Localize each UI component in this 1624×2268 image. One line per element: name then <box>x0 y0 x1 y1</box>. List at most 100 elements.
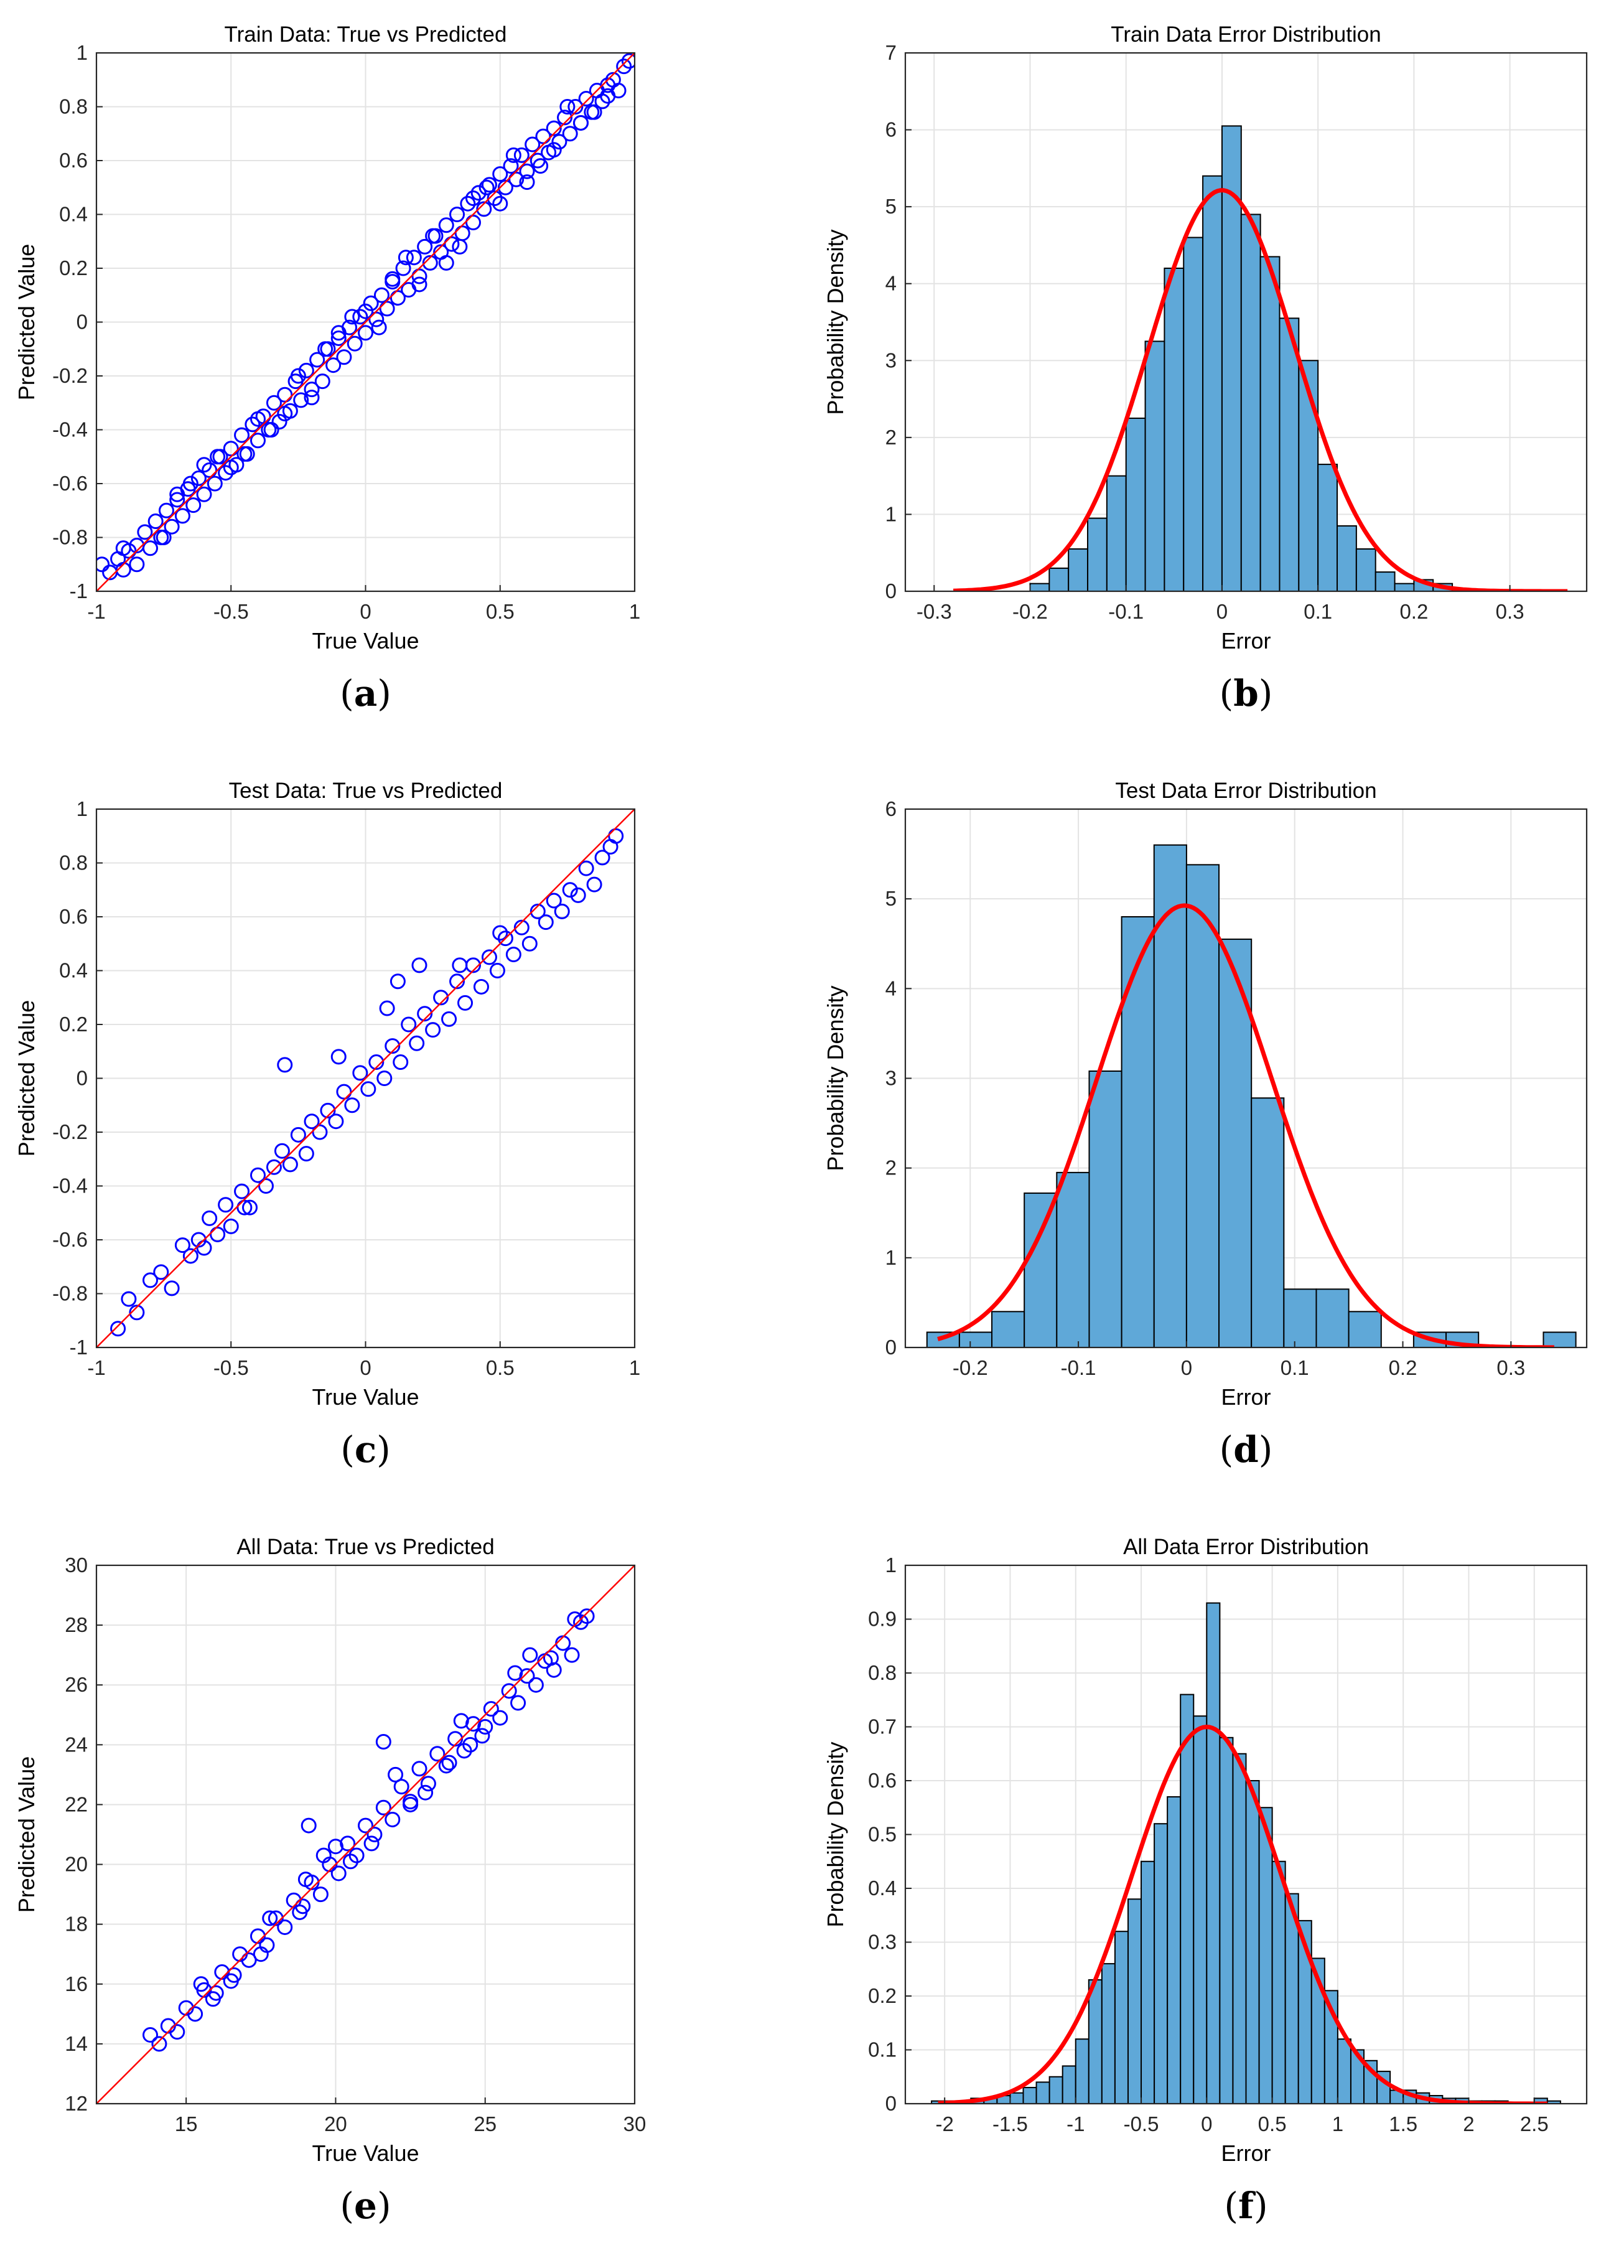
scatter-point <box>562 126 578 142</box>
scatter-point <box>570 887 586 903</box>
y-tick-label: 28 <box>65 1613 88 1636</box>
scatter-point <box>207 476 223 492</box>
scatter-point <box>478 179 495 195</box>
y-tick-label: 1 <box>885 1246 897 1269</box>
y-tick-label: 26 <box>65 1673 88 1696</box>
histogram-bar <box>1394 583 1415 591</box>
histogram-bar <box>1259 256 1281 591</box>
x-tick-label: 0.2 <box>1389 1356 1417 1379</box>
chart-c: -1 -0.5 0 0.5 1 -1 -0.8 -0.6 -0.4 -0.2 0 0.2 0.4 0.6 0… <box>14 779 640 1410</box>
x-tick-label: -0.5 <box>213 1356 249 1379</box>
scatter-point <box>418 1784 434 1801</box>
scatter-point <box>314 373 330 390</box>
y-tick-label: -0.4 <box>52 418 88 441</box>
plot-marks <box>96 1565 635 2104</box>
scatter-point <box>444 236 460 252</box>
scatter-point <box>393 1054 409 1071</box>
y-tick-label: 0.2 <box>59 256 88 279</box>
scatter-point <box>169 492 185 508</box>
scatter-point <box>554 903 570 919</box>
histogram-bar <box>1125 417 1146 591</box>
scatter-point <box>129 556 145 573</box>
histogram-bar <box>1283 1288 1317 1347</box>
x-tick-label: 0.3 <box>1496 600 1524 623</box>
histogram-bar <box>1009 2092 1024 2104</box>
x-tick-label: -1.5 <box>992 2112 1028 2135</box>
scatter-point <box>375 1799 391 1816</box>
y-tick-label: -1 <box>70 579 88 602</box>
y-tick-label: 12 <box>65 2092 88 2115</box>
x-tick-label: -1 <box>87 600 105 623</box>
x-tick-label: 0 <box>1216 600 1228 623</box>
x-tick-label: 1 <box>1332 2112 1343 2135</box>
scatter-point <box>234 427 250 443</box>
scatter-point <box>420 1776 436 1792</box>
scatter-point <box>594 850 610 866</box>
y-tick-label: 2 <box>885 426 897 449</box>
scatter-point <box>142 2027 158 2043</box>
histogram-bar <box>1048 2076 1063 2104</box>
panel-e: 15 20 25 30 12 14 16 18 20 22 24 26 28 30 All Data: Tr… <box>0 1512 812 2227</box>
x-tick-label: -1 <box>87 1356 105 1379</box>
histogram-bar <box>1232 1753 1247 2104</box>
scatter-point <box>453 1713 469 1729</box>
scatter-point <box>393 1779 409 1795</box>
y-tick-label: 0.6 <box>59 905 88 928</box>
y-tick-label: -0.2 <box>52 1120 88 1143</box>
scatter-point <box>312 1886 329 1903</box>
panel-caption: (c) <box>340 1428 391 1471</box>
scatter-point <box>543 1650 559 1666</box>
x-tick-label: 0.1 <box>1281 1356 1309 1379</box>
y-tick-label: 7 <box>885 41 897 64</box>
panel-f: -2 -1.5 -1 -0.5 0 0.5 1 1.5 2 2.5 0 0.1 0.2 0.3 0.4 0.5… <box>812 1512 1624 2227</box>
scatter-point <box>578 91 594 107</box>
scatter-point <box>465 190 481 207</box>
y-tick-label: 3 <box>885 349 897 372</box>
scatter-point <box>274 1143 290 1159</box>
scatter-point <box>169 486 185 502</box>
histogram-bar <box>1101 1963 1116 2104</box>
y-tick-label: 1 <box>77 797 88 820</box>
scatter-point <box>411 268 427 284</box>
scatter-point <box>594 93 610 110</box>
chart-title: Test Data Error Distribution <box>1115 779 1376 803</box>
y-tick-label: -1 <box>70 1336 88 1359</box>
histogram-bar <box>1048 567 1070 591</box>
scatter-point <box>586 876 602 893</box>
scatter-point <box>519 174 535 190</box>
scatter-point <box>519 163 535 179</box>
x-tick-label: 0 <box>360 1356 371 1379</box>
y-tick-label: 0 <box>885 2092 897 2115</box>
scatter-point <box>417 238 433 255</box>
scatter-point <box>358 325 373 341</box>
scatter-point <box>344 309 360 325</box>
scatter-point <box>342 1853 358 1870</box>
y-tick-label: 0.6 <box>59 149 88 172</box>
scatter-point <box>513 919 530 935</box>
y-tick-label: 6 <box>885 118 897 141</box>
scatter-point <box>390 973 406 990</box>
x-tick-label: 30 <box>623 2112 646 2135</box>
panel-caption: (d) <box>1219 1428 1273 1471</box>
scatter-point <box>546 142 562 158</box>
histogram-bar <box>1088 1070 1122 1347</box>
y-tick-label: 0.2 <box>59 1013 88 1036</box>
y-tick-label: 5 <box>885 887 897 910</box>
scatter-point <box>483 1701 499 1717</box>
histogram-bar <box>1164 268 1185 591</box>
scatter-point <box>156 530 172 545</box>
scatter-point <box>193 1976 209 1992</box>
x-tick-label: -0.1 <box>1108 600 1144 623</box>
x-tick-label: 0 <box>1181 1356 1192 1379</box>
scatter-point <box>196 1240 212 1256</box>
scatter-point <box>250 1167 266 1183</box>
scatter-point <box>546 120 562 136</box>
scatter-point <box>376 1071 393 1086</box>
histogram-bar <box>1337 525 1357 591</box>
scatter-point <box>352 309 368 325</box>
scatter-point <box>438 255 454 271</box>
reference-line <box>96 1565 635 2104</box>
y-axis-label: Predicted Value <box>14 1000 39 1157</box>
histogram-bar <box>1279 317 1300 591</box>
scatter-point <box>447 1731 464 1747</box>
